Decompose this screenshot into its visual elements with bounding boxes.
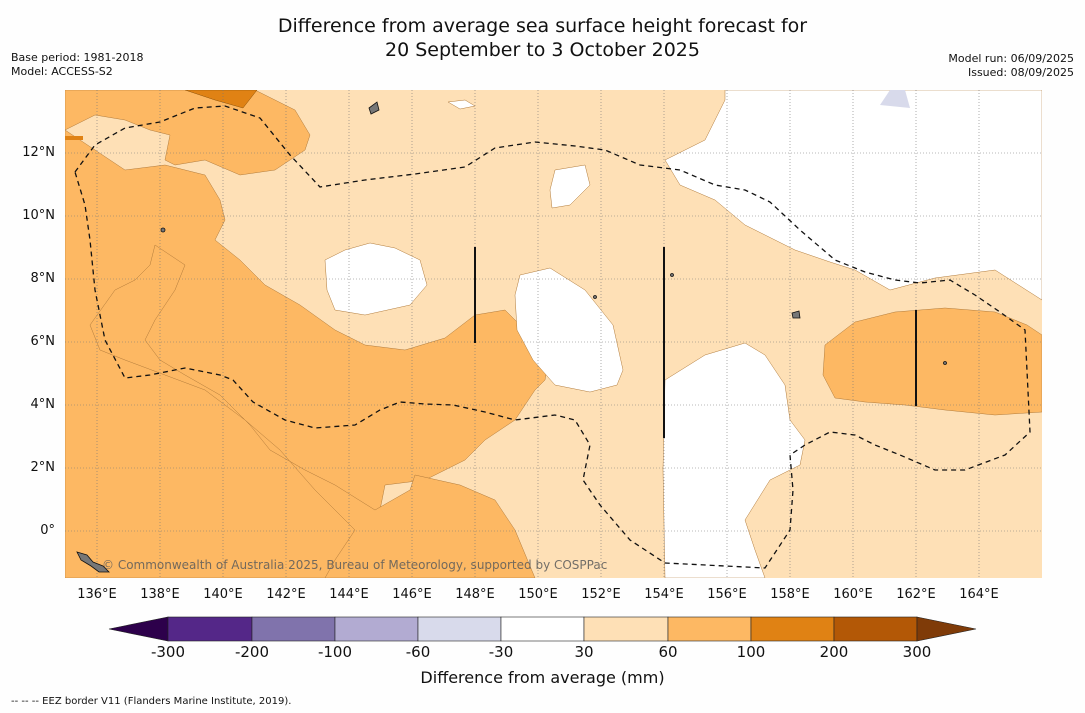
map-canvas xyxy=(65,90,1042,578)
lon-label-148e: 148°E xyxy=(455,587,495,602)
colorbar-tick-5: -30 xyxy=(488,643,514,661)
lat-label-2n: 2°N xyxy=(30,460,56,475)
lon-label-140e: 140°E xyxy=(203,587,243,602)
lon-label-164e: 164°E xyxy=(959,587,999,602)
colorbar-tick-4: -60 xyxy=(405,643,431,661)
meta-right: Model run: 06/09/2025 Issued: 08/09/2025 xyxy=(948,52,1074,80)
colorbar-swatch-5 xyxy=(500,616,585,642)
islands xyxy=(76,101,947,573)
lat-label-12n: 12°N xyxy=(22,145,55,160)
lon-label-136e: 136°E xyxy=(77,587,117,602)
colorbar-max-extension xyxy=(916,616,977,642)
colorbar-tick-6: 30 xyxy=(574,643,594,661)
colorbar-tick-8: 100 xyxy=(736,643,766,661)
meta-left: Base period: 1981-2018 Model: ACCESS-S2 xyxy=(11,51,143,79)
title-line-1: Difference from average sea surface heig… xyxy=(277,15,808,37)
lat-label-10n: 10°N xyxy=(22,208,55,223)
colorbar-min-extension xyxy=(108,616,169,642)
issued-date: Issued: 08/09/2025 xyxy=(967,66,1074,79)
contour-60-100-east xyxy=(822,307,1042,416)
base-period: Base period: 1981-2018 xyxy=(11,51,144,64)
map-panel xyxy=(65,90,1042,578)
lon-label-158e: 158°E xyxy=(770,587,810,602)
colorbar-swatch-3 xyxy=(334,616,419,642)
eez-borders xyxy=(74,105,1031,569)
lon-label-142e: 142°E xyxy=(266,587,306,602)
lon-label-162e: 162°E xyxy=(896,587,936,602)
colorbar-tick-9: 200 xyxy=(819,643,849,661)
colorbar-tick-3: -100 xyxy=(317,643,353,661)
footnote: -- -- -- EEZ border V11 (Flanders Marine… xyxy=(11,696,292,707)
lat-label-8n: 8°N xyxy=(30,271,56,286)
island-4 xyxy=(160,227,166,233)
lon-label-138e: 138°E xyxy=(140,587,180,602)
island-5 xyxy=(593,295,597,299)
colorbar-swatch-2 xyxy=(251,616,336,642)
lon-label-154e: 154°E xyxy=(644,587,684,602)
lon-label-150e: 150°E xyxy=(518,587,558,602)
colorbar-swatch-1 xyxy=(167,616,253,642)
island-1 xyxy=(368,101,380,115)
colorbar-tick-10: 300 xyxy=(902,643,932,661)
map-title: Difference from average sea surface heig… xyxy=(0,14,1085,62)
lon-label-146e: 146°E xyxy=(392,587,432,602)
lat-label-0: 0° xyxy=(40,523,55,538)
neutral-area-3 xyxy=(514,267,624,393)
colorbar-swatch-8 xyxy=(750,616,835,642)
colorbar-tick-1: -300 xyxy=(150,643,186,661)
island-6 xyxy=(943,361,947,365)
contour-100-200-patch xyxy=(65,136,83,140)
neutral-area-4 xyxy=(664,90,1042,301)
neutral-area-5 xyxy=(662,342,806,578)
colorbar-swatch-9 xyxy=(833,616,918,642)
lon-label-144e: 144°E xyxy=(329,587,369,602)
grid-lines xyxy=(65,90,1042,578)
contour-100-200-north xyxy=(184,90,258,109)
lon-label-156e: 156°E xyxy=(707,587,747,602)
model-name: Model: ACCESS-S2 xyxy=(11,65,113,78)
island-2 xyxy=(791,310,801,319)
model-run: Model run: 06/09/2025 xyxy=(948,52,1074,65)
colorbar-title: Difference from average (mm) xyxy=(420,668,665,687)
neutral-area-1 xyxy=(324,242,428,316)
contour-60-100-mid xyxy=(89,244,536,578)
lon-label-152e: 152°E xyxy=(581,587,621,602)
neutral-area-2 xyxy=(549,164,591,209)
colorbar-swatch-6 xyxy=(583,616,669,642)
colorbar-tick-2: -200 xyxy=(234,643,270,661)
neutral-area-6 xyxy=(447,99,476,110)
colorbar-tick-7: 60 xyxy=(658,643,678,661)
negative-area xyxy=(880,90,910,108)
island-7 xyxy=(670,273,674,277)
map-watermark: © Commonwealth of Australia 2025, Bureau… xyxy=(102,558,608,572)
lat-label-6n: 6°N xyxy=(30,334,56,349)
lat-label-4n: 4°N xyxy=(30,397,56,412)
colorbar-swatch-4 xyxy=(417,616,502,642)
island-3 xyxy=(76,551,110,573)
lon-label-160e: 160°E xyxy=(833,587,873,602)
colorbar-swatch-7 xyxy=(667,616,752,642)
eez-solid-lines xyxy=(474,247,917,438)
title-line-2: 20 September to 3 October 2025 xyxy=(385,39,700,61)
